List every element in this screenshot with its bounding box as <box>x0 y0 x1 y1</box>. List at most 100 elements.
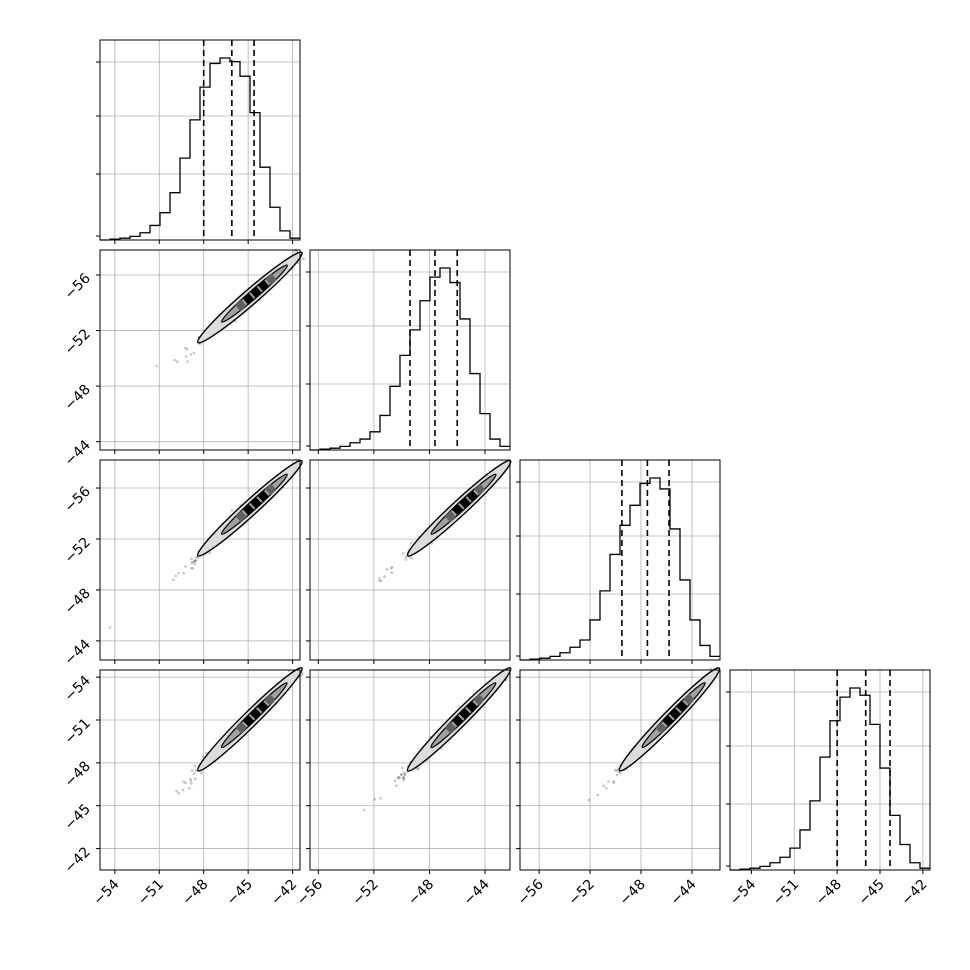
density-cell <box>235 510 247 522</box>
sample-point <box>615 769 618 772</box>
sample-point <box>602 784 606 788</box>
y-tick-label: −48 <box>62 758 94 790</box>
sample-point <box>187 786 191 790</box>
density-cell <box>242 503 255 516</box>
sample-point <box>612 780 616 783</box>
x-tick-label: −54 <box>90 876 122 908</box>
sample-point <box>230 509 234 512</box>
sample-point <box>373 798 377 801</box>
x-tick-label: −51 <box>135 877 167 909</box>
sample-point <box>188 777 192 781</box>
sample-point <box>390 567 393 570</box>
sample-point <box>155 364 159 368</box>
sample-point <box>182 571 185 575</box>
panel-frame <box>99 669 301 871</box>
density-cell <box>473 693 485 706</box>
pair-panel-2-1 <box>306 459 512 664</box>
sample-point <box>409 541 413 545</box>
density-cell <box>265 273 277 285</box>
sample-point <box>194 777 197 781</box>
sample-point <box>194 558 198 562</box>
panel-frame <box>309 459 511 661</box>
y-tick-label: −54 <box>62 673 94 705</box>
x-tick-label: −56 <box>515 876 547 908</box>
density-cell <box>474 483 486 495</box>
sample-point <box>184 355 188 358</box>
x-tick-label: −48 <box>405 877 437 909</box>
density-cell <box>235 299 247 311</box>
x-tick-label: −52 <box>350 877 382 909</box>
sample-point <box>185 348 189 351</box>
panel-frame <box>309 669 511 871</box>
sample-point <box>186 360 189 363</box>
sample-point <box>615 773 619 777</box>
histogram-step <box>520 477 720 661</box>
marginal-panel-2 <box>516 459 721 664</box>
sample-point <box>596 793 600 797</box>
sample-point <box>395 784 398 787</box>
sample-point <box>385 568 389 571</box>
density-cell <box>257 490 269 502</box>
y-tick-label: −52 <box>62 534 94 566</box>
y-tick-label: −56 <box>62 270 94 302</box>
sample-point <box>173 358 177 362</box>
density-cell <box>683 693 695 705</box>
sample-point <box>605 786 608 790</box>
x-tick-label: −56 <box>294 876 326 908</box>
density-cell <box>669 708 681 720</box>
marginal-panel-3: −54 −51 −48 −45 −42 <box>726 669 931 909</box>
sample-point <box>399 773 403 776</box>
pair-panel-3-1: −56 −52 −48 −44 <box>294 667 512 909</box>
x-tick-label: −42 <box>268 877 300 909</box>
density-cell <box>250 497 262 509</box>
sample-point <box>181 788 185 792</box>
sample-point <box>184 346 187 350</box>
x-tick-label: −48 <box>617 877 649 909</box>
sample-point <box>396 776 400 780</box>
sample-point <box>378 576 381 580</box>
x-tick-label: −48 <box>813 877 845 909</box>
sample-point <box>402 777 405 780</box>
y-tick-label: −56 <box>62 483 94 515</box>
sample-point <box>410 557 413 560</box>
sample-point <box>182 780 186 784</box>
sample-point <box>614 768 617 772</box>
sample-point <box>300 673 303 677</box>
sample-point <box>108 626 112 629</box>
sample-point <box>393 779 397 783</box>
density-cell <box>676 700 688 713</box>
pair-panel-3-2: −56 −52 −48 −44 <box>515 667 721 909</box>
sample-point <box>189 353 193 356</box>
sample-point <box>193 562 197 566</box>
sample-point <box>192 351 196 355</box>
sample-point <box>390 565 394 569</box>
sample-point <box>398 776 401 779</box>
sample-point <box>193 560 196 563</box>
sample-point <box>174 574 178 578</box>
x-tick-label: −52 <box>566 877 598 909</box>
sample-point <box>302 257 305 260</box>
sample-point <box>416 767 419 771</box>
histogram-step <box>100 57 300 241</box>
panel-frame <box>309 249 511 451</box>
panel-frame <box>519 459 721 661</box>
sample-point <box>618 771 622 775</box>
density-cell <box>444 722 457 734</box>
y-tick-label: −44 <box>62 636 94 668</box>
sample-point <box>379 797 382 800</box>
sample-point <box>194 559 197 563</box>
sample-point <box>193 764 197 768</box>
y-tick-label: −48 <box>62 382 94 414</box>
sample-point <box>417 767 420 770</box>
panel-frame <box>99 39 301 241</box>
sample-point <box>184 781 187 785</box>
panel-frame <box>729 669 931 871</box>
sample-point <box>191 567 195 570</box>
density-cell <box>250 286 262 298</box>
density-cell <box>235 722 248 734</box>
sample-point <box>400 773 403 777</box>
x-tick-label: −44 <box>668 876 700 908</box>
density-cell <box>242 715 255 727</box>
sample-point <box>401 552 405 555</box>
density-cell <box>452 715 464 727</box>
